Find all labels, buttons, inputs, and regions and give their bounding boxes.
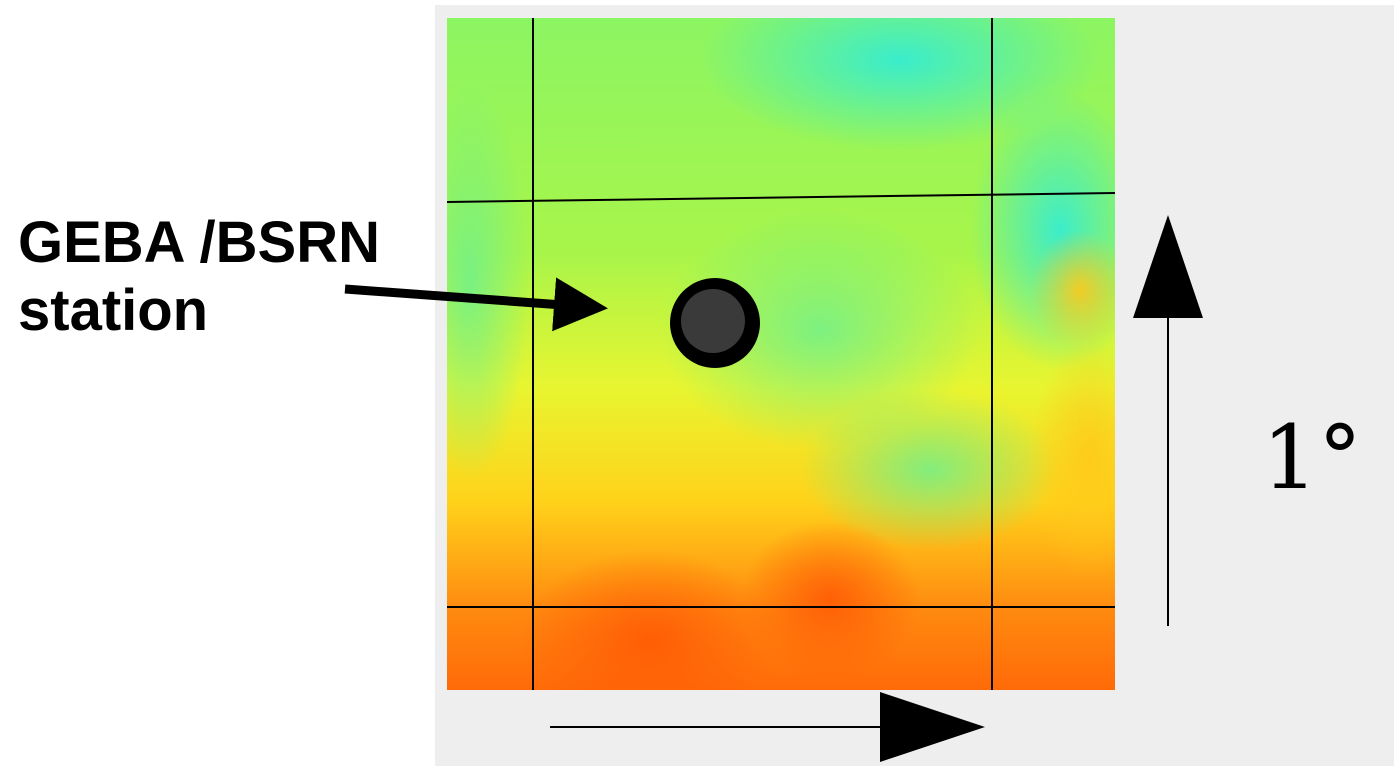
station-marker-inner: [681, 289, 745, 353]
station-label: GEBA /BSRN: [18, 210, 380, 275]
scale-label: 1°: [1262, 406, 1362, 509]
station-label: station: [18, 278, 208, 343]
figure: GEBA /BSRN station 1°: [0, 0, 1394, 766]
heat-map: [410, 0, 1150, 730]
page: GEBA /BSRN station 1° (() => { const dat…: [0, 0, 1394, 766]
